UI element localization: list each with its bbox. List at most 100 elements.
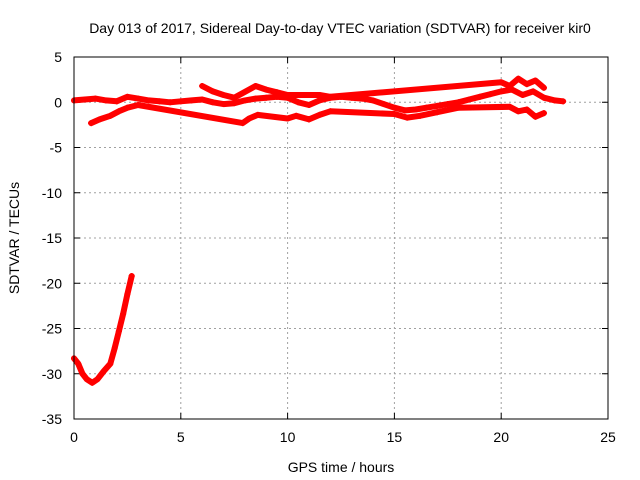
data-point bbox=[380, 101, 387, 108]
data-point bbox=[100, 368, 107, 375]
series-trace bbox=[71, 273, 135, 386]
data-point bbox=[434, 109, 441, 116]
data-point bbox=[241, 97, 248, 104]
series-main-band bbox=[71, 86, 567, 114]
data-point bbox=[263, 94, 270, 101]
y-tick-label: -25 bbox=[42, 321, 62, 337]
x-tick-label: 0 bbox=[70, 429, 78, 445]
data-point bbox=[444, 101, 451, 108]
data-point bbox=[560, 98, 567, 105]
data-point bbox=[88, 120, 95, 127]
data-point bbox=[89, 379, 96, 386]
y-tick-label: 0 bbox=[54, 94, 62, 110]
data-point bbox=[551, 97, 558, 104]
data-point bbox=[81, 96, 88, 103]
series-upper-arcs bbox=[199, 75, 547, 101]
data-point bbox=[107, 112, 114, 119]
y-tick-label: -15 bbox=[42, 230, 62, 246]
data-point bbox=[423, 104, 430, 111]
data-point bbox=[515, 75, 522, 82]
data-point bbox=[455, 104, 462, 111]
data-point bbox=[209, 99, 216, 106]
y-tick-label: -5 bbox=[50, 140, 63, 156]
data-point bbox=[135, 95, 142, 102]
data-point bbox=[316, 92, 323, 99]
data-point bbox=[107, 360, 114, 367]
data-point bbox=[145, 97, 152, 104]
x-tick-label: 20 bbox=[493, 429, 509, 445]
data-point bbox=[295, 99, 302, 106]
data-point bbox=[246, 115, 253, 122]
data-point bbox=[434, 102, 441, 109]
data-point bbox=[103, 97, 110, 104]
data-point bbox=[523, 81, 530, 88]
data-point bbox=[284, 92, 291, 99]
data-point bbox=[135, 101, 142, 108]
data-point bbox=[530, 88, 537, 95]
data-point bbox=[273, 89, 280, 96]
data-point bbox=[220, 92, 227, 99]
data-point bbox=[305, 101, 312, 108]
data-point bbox=[199, 96, 206, 103]
data-point bbox=[128, 273, 135, 280]
tick-labels: 0 5 10 15 20 25 5 0 -5 -10 -15 -20 -25 -30 -35 bbox=[42, 49, 616, 445]
data-point bbox=[523, 106, 530, 113]
data-point bbox=[124, 291, 131, 298]
data-point bbox=[94, 376, 101, 383]
data-point bbox=[293, 112, 300, 119]
y-tick-label: -20 bbox=[42, 275, 62, 291]
data-point bbox=[370, 97, 377, 104]
data-point bbox=[532, 113, 539, 120]
data-point bbox=[506, 103, 513, 110]
data-point bbox=[476, 93, 483, 100]
x-tick-label: 15 bbox=[387, 429, 403, 445]
y-tick-label: -35 bbox=[42, 411, 62, 427]
data-point bbox=[115, 328, 122, 335]
data-point bbox=[498, 79, 505, 86]
data-point bbox=[239, 120, 246, 127]
data-point bbox=[177, 98, 184, 105]
data-point bbox=[391, 104, 398, 111]
y-tick-label: -30 bbox=[42, 366, 62, 382]
data-point bbox=[220, 101, 227, 108]
data-point bbox=[124, 93, 131, 100]
data-point bbox=[391, 111, 398, 118]
data-point bbox=[498, 88, 505, 95]
data-point bbox=[305, 116, 312, 123]
data-point bbox=[124, 104, 131, 111]
data-point bbox=[209, 88, 216, 95]
data-point bbox=[327, 108, 334, 115]
data-point bbox=[199, 82, 206, 89]
data-point bbox=[455, 99, 462, 106]
series-lower-arcs bbox=[88, 101, 547, 127]
data-point bbox=[113, 98, 120, 105]
data-point bbox=[115, 108, 122, 115]
data-point bbox=[120, 311, 127, 318]
y-tick-label: -10 bbox=[42, 185, 62, 201]
data-point bbox=[519, 92, 526, 99]
data-point bbox=[252, 95, 259, 102]
data-point bbox=[167, 99, 174, 106]
series-low-arc bbox=[71, 273, 135, 386]
data-point bbox=[506, 82, 513, 89]
data-point bbox=[156, 98, 163, 105]
data-point bbox=[327, 93, 334, 100]
data-point bbox=[540, 84, 547, 91]
y-tick-label: 5 bbox=[54, 49, 62, 65]
data-point bbox=[83, 376, 90, 383]
chart-title: Day 013 of 2017, Sidereal Day-to-day VTE… bbox=[89, 20, 591, 36]
data-point bbox=[316, 111, 323, 118]
series-trace bbox=[88, 102, 547, 127]
data-point bbox=[254, 111, 261, 118]
data-point bbox=[412, 106, 419, 113]
data-point bbox=[515, 108, 522, 115]
plot-frame bbox=[73, 56, 609, 420]
data-point bbox=[540, 110, 547, 117]
data-point bbox=[417, 112, 424, 119]
data-point bbox=[92, 95, 99, 102]
data-point bbox=[252, 82, 259, 89]
data-point bbox=[111, 345, 118, 352]
x-tick-label: 25 bbox=[600, 429, 616, 445]
data-point bbox=[263, 86, 270, 93]
